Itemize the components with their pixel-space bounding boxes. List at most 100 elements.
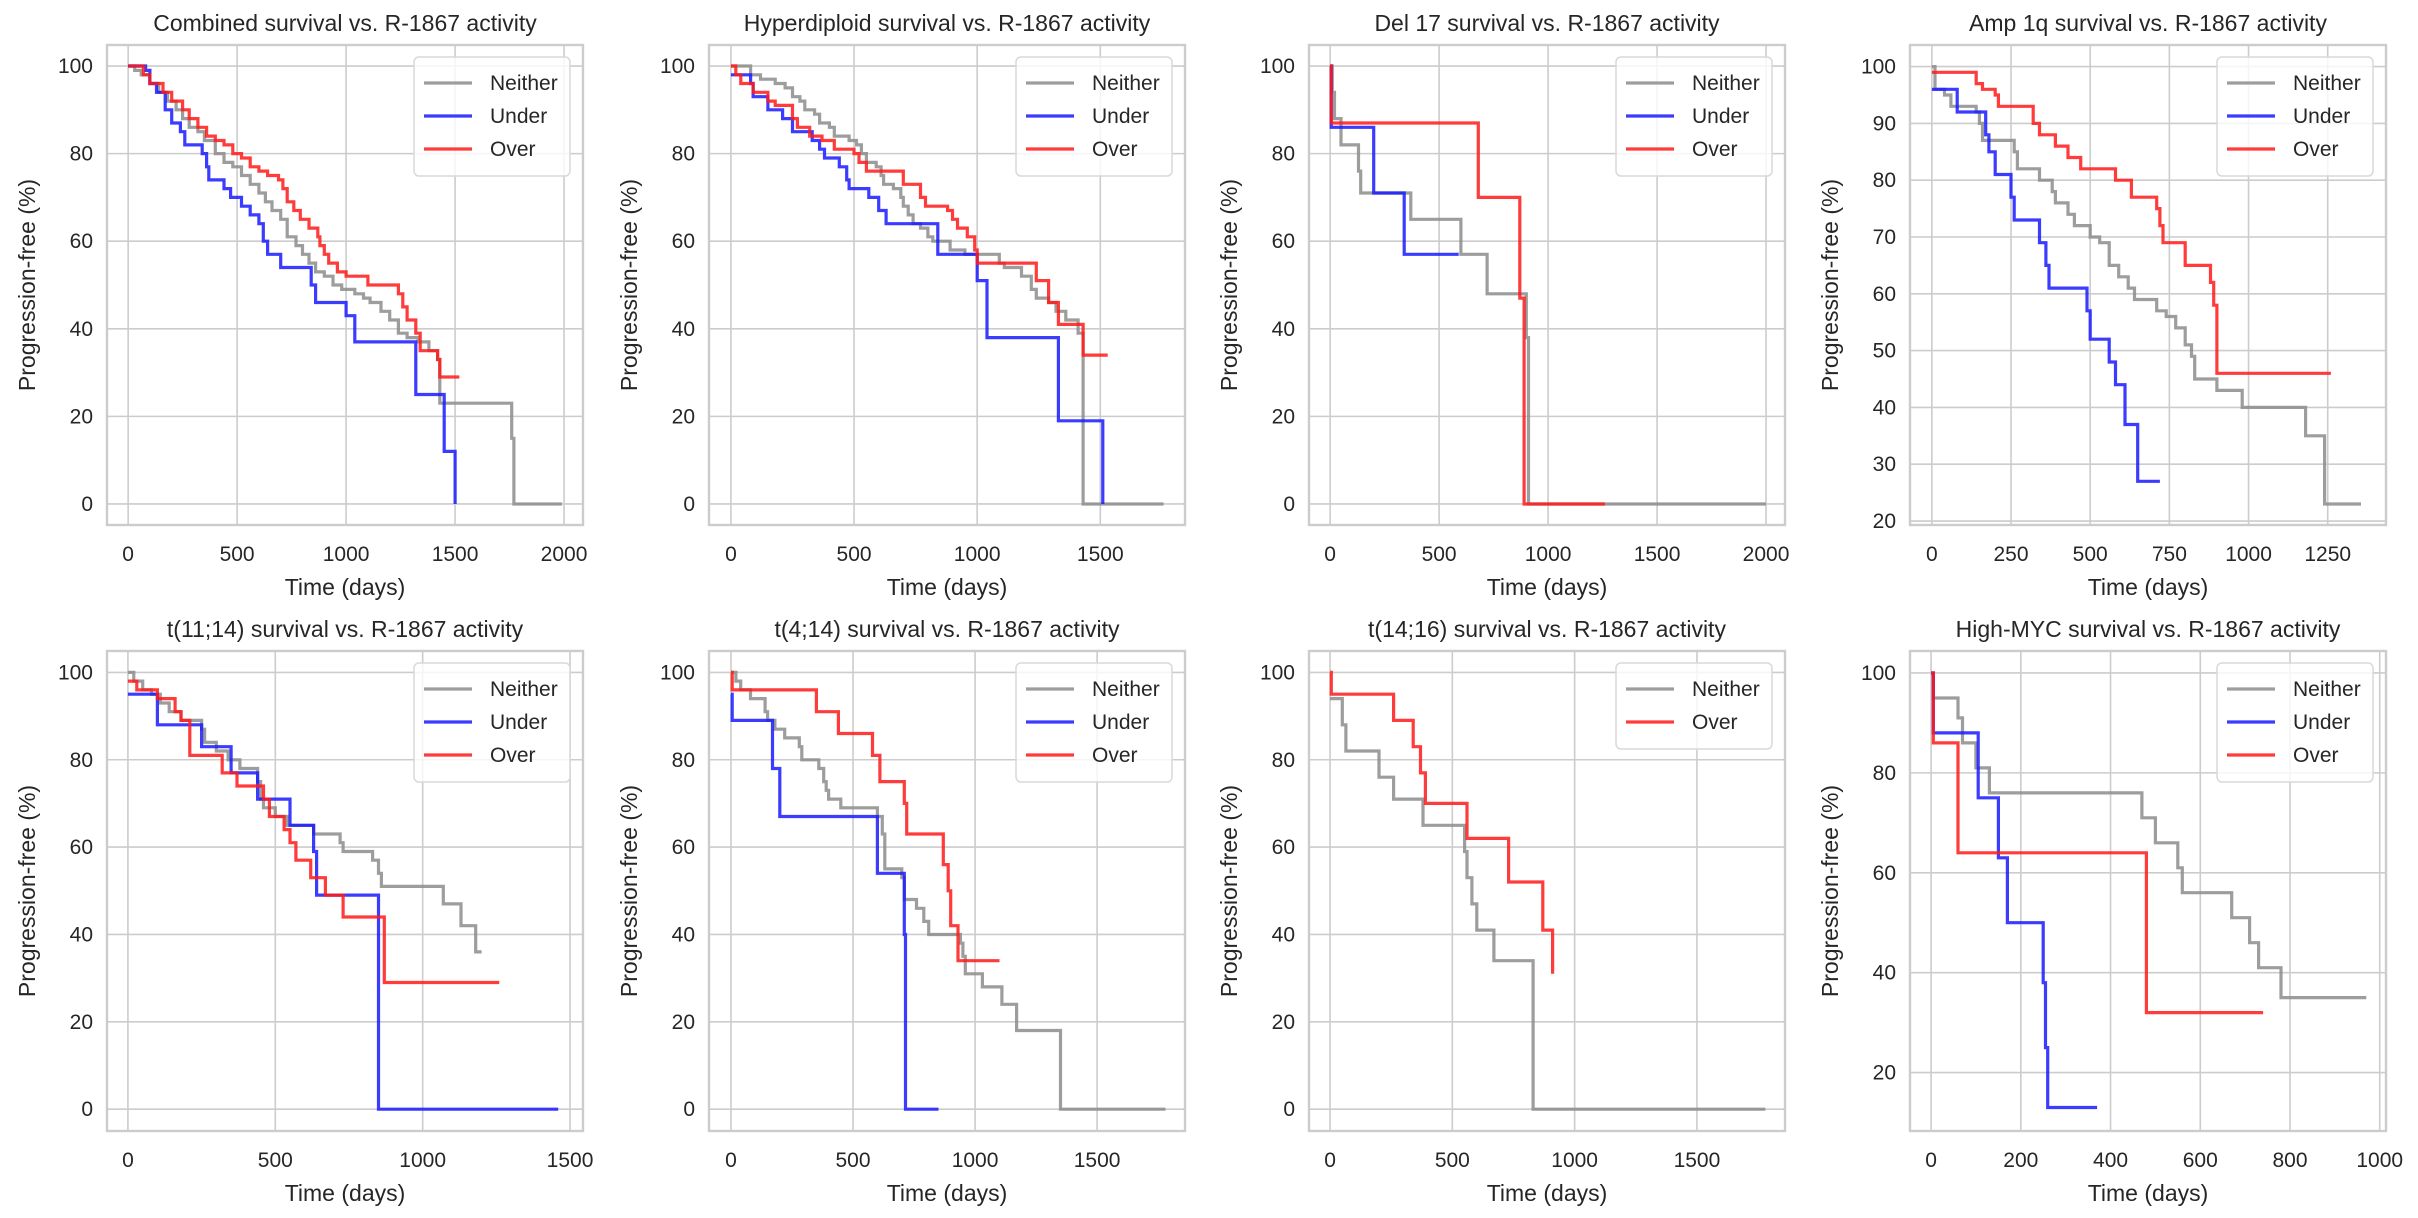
legend: Neither Under Over xyxy=(2216,662,2374,783)
legend-box xyxy=(1615,662,1773,750)
y-tick-label: 60 xyxy=(1272,836,1295,859)
x-tick-label: 1000 xyxy=(1551,1149,1598,1172)
subplot-t-11-14: 0 500 1000 1500 0 20 40 60 80 100 t(11;14) surviva… xyxy=(14,616,593,1206)
x-tick-label: 0 xyxy=(1324,1149,1336,1172)
subplot-amp-1q: 0 250 500 750 1000 1250 20 30 40 50 60 70 80 90 100 Amp… xyxy=(1817,10,2388,600)
x-tick-label: 0 xyxy=(1324,543,1336,566)
series-line-under xyxy=(1931,671,2098,1110)
legend-label-over: Over xyxy=(1692,711,1738,734)
x-tick-label: 500 xyxy=(837,543,872,566)
x-tick-label: 500 xyxy=(1422,543,1457,566)
series-line-over xyxy=(128,64,460,379)
y-tick-label: 40 xyxy=(1272,923,1295,946)
x-tick-label: 250 xyxy=(1994,543,2029,566)
y-tick-label: 0 xyxy=(683,493,695,516)
y-tick-label: 100 xyxy=(1260,661,1295,684)
y-tick-label: 20 xyxy=(70,405,93,428)
legend-label-over: Over xyxy=(1092,138,1138,161)
y-tick-label: 70 xyxy=(1873,226,1896,249)
legend-box xyxy=(413,56,571,177)
axes-frame xyxy=(1307,649,1787,1133)
legend-label-neither: Neither xyxy=(490,678,558,701)
x-tick-label: 0 xyxy=(122,1149,134,1172)
legend-label-over: Over xyxy=(1092,744,1138,767)
axes-frame xyxy=(707,43,1187,527)
x-tick-label: 600 xyxy=(2183,1149,2218,1172)
legend-label-over: Over xyxy=(2293,138,2339,161)
y-tick-label: 80 xyxy=(672,143,695,166)
x-tick-label: 0 xyxy=(1925,1149,1937,1172)
legend-label-under: Under xyxy=(490,105,547,128)
x-tick-label: 2000 xyxy=(541,543,588,566)
y-tick-label: 60 xyxy=(70,836,93,859)
series-line-under xyxy=(730,73,1105,504)
y-tick-label: 60 xyxy=(1873,283,1896,306)
subplot-title: Amp 1q survival vs. R-1867 activity xyxy=(1969,10,2327,36)
x-axis-label: Time (days) xyxy=(285,1180,406,1206)
legend-label-over: Over xyxy=(2293,744,2339,767)
legend-label-neither: Neither xyxy=(1692,72,1760,95)
y-tick-label: 20 xyxy=(672,1011,695,1034)
series-line-under xyxy=(1931,87,2160,483)
y-tick-label: 100 xyxy=(1861,662,1896,685)
legend-label-under: Under xyxy=(2293,711,2350,734)
legend: Neither Under Over xyxy=(1015,662,1173,783)
axes-frame xyxy=(1307,43,1787,527)
legend-box xyxy=(413,662,571,783)
x-tick-label: 1000 xyxy=(399,1149,446,1172)
legend-box xyxy=(1015,662,1173,783)
legend-label-over: Over xyxy=(1692,138,1738,161)
x-tick-label: 1500 xyxy=(1074,1149,1121,1172)
y-axis-label: Progression-free (%) xyxy=(1216,785,1242,997)
series-line-neither xyxy=(127,670,482,954)
y-axis-label: Progression-free (%) xyxy=(1216,179,1242,391)
legend-label-neither: Neither xyxy=(2293,678,2361,701)
y-tick-label: 0 xyxy=(81,493,93,516)
x-tick-label: 500 xyxy=(258,1149,293,1172)
y-axis-label: Progression-free (%) xyxy=(1817,785,1843,997)
subplot-title: t(14;16) survival vs. R-1867 activity xyxy=(1368,616,1726,642)
x-tick-label: 750 xyxy=(2152,543,2187,566)
legend-label-under: Under xyxy=(2293,105,2350,128)
x-tick-label: 1000 xyxy=(2225,543,2272,566)
y-axis-label: Progression-free (%) xyxy=(14,785,40,997)
x-tick-label: 0 xyxy=(725,543,737,566)
legend-label-over: Over xyxy=(490,138,536,161)
legend-box xyxy=(2216,56,2374,177)
subplot-t-4-14: 0 500 1000 1500 0 20 40 60 80 100 t(4;14) survival… xyxy=(616,616,1187,1206)
y-tick-label: 80 xyxy=(70,749,93,772)
legend-label-neither: Neither xyxy=(2293,72,2361,95)
legend-label-neither: Neither xyxy=(1092,678,1160,701)
y-tick-label: 40 xyxy=(672,318,695,341)
x-tick-label: 1500 xyxy=(1674,1149,1721,1172)
x-tick-label: 500 xyxy=(2073,543,2108,566)
series-line-neither xyxy=(1931,65,2361,506)
x-axis-label: Time (days) xyxy=(2088,574,2209,600)
legend-label-under: Under xyxy=(1692,105,1749,128)
subplot-title: Combined survival vs. R-1867 activity xyxy=(153,10,537,36)
subplot-title: Del 17 survival vs. R-1867 activity xyxy=(1374,10,1720,36)
y-tick-label: 90 xyxy=(1873,112,1896,135)
legend: Neither Under Over xyxy=(1615,56,1773,177)
x-tick-label: 200 xyxy=(2003,1149,2038,1172)
y-tick-label: 80 xyxy=(1272,749,1295,772)
subplot-title: t(11;14) survival vs. R-1867 activity xyxy=(167,616,524,642)
y-tick-label: 20 xyxy=(672,405,695,428)
y-tick-label: 100 xyxy=(660,55,695,78)
y-tick-label: 0 xyxy=(1283,1098,1295,1121)
legend-label-under: Under xyxy=(1092,105,1149,128)
y-tick-label: 80 xyxy=(672,749,695,772)
x-axis-label: Time (days) xyxy=(887,574,1008,600)
x-axis-label: Time (days) xyxy=(285,574,406,600)
y-tick-label: 60 xyxy=(70,230,93,253)
y-tick-label: 40 xyxy=(1873,396,1896,419)
subplot-del-17: 0 500 1000 1500 2000 0 20 40 60 80 100 Del 17 survi… xyxy=(1216,10,1789,600)
y-axis-label: Progression-free (%) xyxy=(616,785,642,997)
legend: Neither Under Over xyxy=(413,662,571,783)
x-axis-label: Time (days) xyxy=(887,1180,1008,1206)
series-line-over xyxy=(1329,64,1605,506)
x-tick-label: 1000 xyxy=(2356,1149,2403,1172)
series-line-over xyxy=(730,64,1108,357)
x-axis-label: Time (days) xyxy=(2088,1180,2209,1206)
x-tick-label: 500 xyxy=(1435,1149,1470,1172)
